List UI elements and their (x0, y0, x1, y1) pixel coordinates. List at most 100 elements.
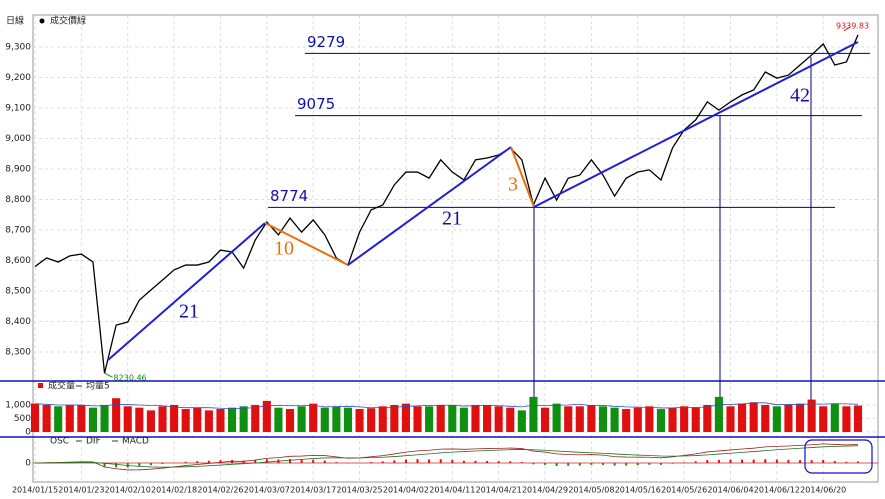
x-tick-label: 2014/01/15 (12, 486, 58, 495)
osc-bar (323, 460, 326, 463)
osc-bar (822, 460, 825, 463)
y-tick-label: 8,500 (5, 286, 31, 296)
x-tick-label: 2014/03/07 (244, 486, 290, 495)
osc-bar (845, 461, 848, 463)
y-tick-label: 8,700 (5, 225, 31, 235)
osc-bar (416, 459, 419, 463)
volume-bar (795, 403, 805, 432)
volume-tick-label: 500 (14, 414, 31, 424)
price-line (34, 34, 859, 374)
osc-bar (683, 462, 686, 463)
osc-bar (149, 463, 152, 466)
volume-bar (309, 403, 318, 432)
volume-bar (807, 399, 816, 432)
legend-volume: 成交量 (48, 380, 75, 392)
osc-bar (648, 463, 651, 465)
volume-bar (529, 396, 538, 432)
volume-average (34, 402, 859, 410)
x-tick-label: 2014/05/16 (615, 486, 661, 495)
wave-count: 21 (179, 301, 199, 323)
volume-bar (274, 407, 283, 432)
volume-bar (355, 409, 364, 432)
volume-bar (459, 407, 468, 432)
volume-bar (830, 403, 839, 432)
volume-bar (181, 409, 190, 432)
plot-frame (32, 14, 879, 483)
y-tick-label: 8,900 (5, 164, 31, 174)
volume-bar (135, 407, 144, 432)
volume-bar (170, 404, 179, 432)
osc-bar (775, 459, 778, 463)
osc-bar (242, 460, 245, 463)
wave-line (107, 222, 266, 361)
volume-bar (726, 406, 735, 432)
osc-bar (509, 461, 512, 463)
osc-bar (555, 463, 558, 466)
x-tick-label: 2014/02/10 (105, 486, 151, 495)
volume-bar (703, 404, 712, 432)
volume-bar (471, 404, 480, 432)
osc-bar (578, 463, 581, 466)
volume-bar (448, 404, 457, 432)
legend-price: 成交價線 (50, 15, 86, 27)
volume-bar (587, 404, 596, 432)
volume-bar (401, 403, 410, 432)
osc-bar (404, 459, 407, 463)
legend-volume-swatch (38, 383, 43, 388)
volume-bar (622, 409, 631, 432)
osc-bar (184, 461, 187, 463)
y-tick-label: 9,000 (5, 134, 31, 144)
volume-bar (645, 406, 654, 432)
volume-bar (517, 410, 526, 432)
osc-bar (694, 461, 697, 463)
osc-bar (717, 459, 720, 463)
level-label: 9075 (297, 95, 335, 113)
x-tick-label: 2014/03/17 (290, 486, 336, 495)
wave-line (510, 146, 535, 208)
legend-osc: OSC (50, 437, 69, 447)
volume-bar (123, 406, 132, 432)
osc-bar (833, 461, 836, 463)
volume-bar (251, 404, 260, 432)
min-label: 8230.46 (114, 374, 147, 383)
min-pointer (104, 372, 113, 378)
volume-bar (112, 398, 121, 432)
osc-bar (544, 463, 547, 465)
volume-tick-label: 1,000 (5, 400, 31, 410)
volume-bar (367, 408, 376, 432)
volume-bar (552, 403, 561, 432)
volume-bar (668, 407, 677, 432)
volume-bar (343, 407, 353, 432)
osc-bar (462, 460, 465, 463)
y-tick-label: 8,400 (5, 317, 31, 327)
osc-bar (486, 461, 489, 463)
volume-bar (598, 406, 608, 432)
volume-bar (494, 406, 503, 432)
volume-bar (285, 409, 295, 432)
volume-bar (54, 406, 63, 432)
osc-bar (115, 463, 118, 468)
volume-bar (656, 409, 666, 432)
highlight-box (804, 439, 873, 474)
osc-bar (497, 461, 500, 463)
osc-bar (532, 463, 535, 465)
volume-bar (390, 404, 399, 432)
wave-count: 42 (790, 85, 810, 107)
osc-bar (799, 460, 802, 463)
volume-bar (88, 407, 98, 432)
y-tick-label: 8,300 (5, 347, 31, 357)
volume-bar (193, 407, 202, 432)
volume-bar (483, 404, 492, 432)
legend-macd: MACD (122, 437, 149, 447)
osc-bar (138, 463, 141, 467)
osc-bar (601, 463, 604, 465)
volume-bar (575, 406, 584, 432)
x-tick-label: 2014/04/11 (429, 486, 475, 495)
osc-bar (370, 462, 373, 463)
x-tick-label: 2014/02/26 (197, 486, 243, 495)
volume-bar (610, 407, 619, 432)
x-tick-label: 2014/05/08 (568, 486, 614, 495)
legend-avg: 均量5 (86, 380, 110, 392)
x-tick-label: 2014/04/02 (383, 486, 429, 495)
x-tick-label: 2014/04/21 (476, 486, 522, 495)
